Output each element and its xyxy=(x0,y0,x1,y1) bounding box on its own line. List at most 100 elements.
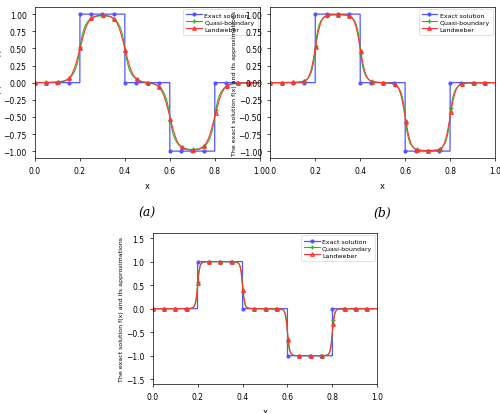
Landweber xyxy=(248,81,254,86)
Landweber xyxy=(210,259,216,264)
Exact solution xyxy=(253,306,259,311)
Landweber xyxy=(281,81,287,86)
Landweber xyxy=(366,306,372,311)
Line: Exact solution: Exact solution xyxy=(34,14,261,153)
Line: Quasi-boundary: Quasi-boundary xyxy=(268,14,497,153)
Landweber xyxy=(424,149,430,154)
Quasi-boundary xyxy=(189,147,195,152)
Quasi-boundary xyxy=(46,81,52,85)
Exact solution xyxy=(327,354,333,358)
Quasi-boundary xyxy=(240,81,246,86)
Quasi-boundary xyxy=(334,13,340,18)
Quasi-boundary xyxy=(192,304,198,309)
Quasi-boundary xyxy=(281,81,287,86)
Exact solution xyxy=(376,81,382,86)
Landweber xyxy=(276,81,282,86)
Landweber xyxy=(100,14,105,19)
Quasi-boundary xyxy=(276,81,282,86)
Quasi-boundary xyxy=(163,306,169,311)
Quasi-boundary xyxy=(248,81,254,86)
Exact solution xyxy=(368,306,374,311)
Quasi-boundary xyxy=(216,259,222,264)
Exact solution xyxy=(150,306,156,311)
Landweber xyxy=(358,306,364,311)
Landweber xyxy=(492,81,498,86)
Exact solution xyxy=(402,149,408,154)
Landweber xyxy=(475,81,481,86)
Quasi-boundary xyxy=(32,81,38,86)
Quasi-boundary xyxy=(492,81,498,86)
Legend: Exact solution, Quasi-boundary, Landweber: Exact solution, Quasi-boundary, Landwebe… xyxy=(301,236,376,261)
Landweber xyxy=(192,304,198,309)
Landweber xyxy=(483,81,489,86)
Text: (a): (a) xyxy=(138,206,156,220)
X-axis label: x: x xyxy=(145,181,150,190)
Exact solution xyxy=(209,149,215,154)
Quasi-boundary xyxy=(426,149,432,154)
Exact solution xyxy=(492,81,498,86)
Quasi-boundary xyxy=(92,15,98,20)
Exact solution xyxy=(486,81,492,86)
Exact solution xyxy=(256,81,262,86)
Landweber xyxy=(306,354,312,358)
Landweber xyxy=(189,148,195,153)
Quasi-boundary xyxy=(327,14,333,19)
Landweber xyxy=(92,15,98,20)
Legend: Exact solution, Quasi-boundary, Landweber: Exact solution, Quasi-boundary, Landwebe… xyxy=(183,10,258,36)
Quasi-boundary xyxy=(309,68,315,73)
Exact solution xyxy=(444,149,450,154)
Quasi-boundary xyxy=(150,306,156,311)
Quasi-boundary xyxy=(41,81,47,86)
Landweber xyxy=(256,81,262,86)
Exact solution xyxy=(284,354,290,358)
Exact solution xyxy=(194,259,200,264)
Exact solution xyxy=(77,13,83,18)
Exact solution xyxy=(268,81,274,86)
Landweber xyxy=(335,13,341,18)
Landweber xyxy=(240,81,246,86)
Text: (b): (b) xyxy=(374,206,392,220)
Y-axis label: The exact solution f(x) and its approximations: The exact solution f(x) and its approxim… xyxy=(232,11,237,156)
Landweber xyxy=(163,306,169,311)
Landweber xyxy=(74,59,80,64)
Landweber xyxy=(41,81,47,86)
Line: Quasi-boundary: Quasi-boundary xyxy=(150,260,380,358)
Exact solution xyxy=(250,81,256,86)
Quasi-boundary xyxy=(358,306,364,311)
Line: Landweber: Landweber xyxy=(268,14,496,153)
Line: Exact solution: Exact solution xyxy=(152,261,378,357)
Exact solution xyxy=(368,306,374,311)
Line: Landweber: Landweber xyxy=(34,14,262,152)
Landweber xyxy=(309,64,315,69)
Landweber xyxy=(150,306,156,311)
Landweber xyxy=(32,81,38,86)
Exact solution xyxy=(136,81,141,86)
Line: Exact solution: Exact solution xyxy=(269,14,496,153)
Landweber xyxy=(268,81,274,86)
Landweber xyxy=(374,306,380,311)
Quasi-boundary xyxy=(74,64,80,69)
X-axis label: x: x xyxy=(262,407,268,413)
Exact solution xyxy=(312,13,318,18)
Exact solution xyxy=(486,81,492,86)
Landweber xyxy=(327,13,333,18)
Landweber xyxy=(218,259,224,264)
Exact solution xyxy=(142,81,148,86)
Exact solution xyxy=(370,81,376,86)
Quasi-boundary xyxy=(374,306,380,311)
Quasi-boundary xyxy=(475,81,481,86)
X-axis label: x: x xyxy=(380,181,385,190)
Exact solution xyxy=(167,149,173,154)
Exact solution xyxy=(161,306,167,311)
Quasi-boundary xyxy=(158,306,164,311)
Exact solution xyxy=(259,306,265,311)
Quasi-boundary xyxy=(210,259,216,264)
Quasi-boundary xyxy=(256,81,262,86)
Quasi-boundary xyxy=(100,14,105,19)
Exact solution xyxy=(250,81,256,86)
Legend: Exact solution, Quasi-boundary, Landweber: Exact solution, Quasi-boundary, Landwebe… xyxy=(418,10,493,36)
Quasi-boundary xyxy=(268,81,274,86)
Line: Landweber: Landweber xyxy=(151,260,379,358)
Quasi-boundary xyxy=(366,306,372,311)
Line: Quasi-boundary: Quasi-boundary xyxy=(33,15,262,152)
